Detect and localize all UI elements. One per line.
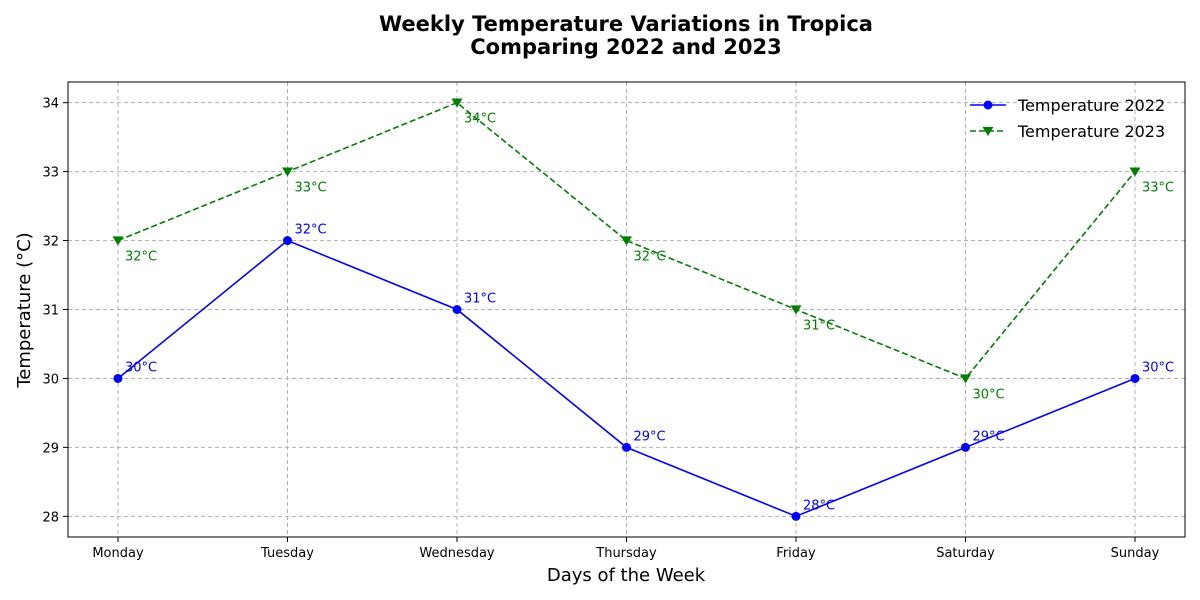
- data-label: 28°C: [803, 498, 835, 513]
- x-tick-label: Wednesday: [419, 546, 495, 561]
- data-labels: 30°C 32°C 31°C 29°C 28°C 29°C 30°C 32°C 33°C 34°C…: [125, 112, 1174, 514]
- data-point: [1130, 373, 1140, 383]
- legend-item: Temperature 2023: [970, 122, 1165, 141]
- y-tick-label: 34: [42, 97, 59, 112]
- legend-label: Temperature 2022: [1017, 96, 1165, 115]
- y-tick-label: 33: [42, 166, 59, 181]
- y-axis-label: Temperature (°C): [14, 232, 35, 388]
- y-tick-label: 31: [42, 304, 59, 319]
- series-1: [113, 236, 1140, 521]
- chart-subtitle: Comparing 2022 and 2023: [470, 35, 781, 59]
- data-point: [452, 305, 462, 314]
- data-point: [112, 236, 124, 246]
- data-label: 29°C: [973, 429, 1005, 444]
- x-tick-label: Thursday: [595, 546, 657, 561]
- legend-label: Temperature 2023: [1017, 122, 1165, 141]
- x-tick-label: Saturday: [936, 546, 995, 561]
- data-label: 31°C: [464, 292, 496, 307]
- legend: Temperature 2022 Temperature 2023: [970, 96, 1165, 141]
- series-2: [112, 98, 1141, 384]
- x-tick-label: Tuesday: [260, 546, 314, 561]
- y-tick-label: 30: [42, 372, 59, 387]
- data-label: 30°C: [973, 387, 1005, 402]
- y-tick-label: 29: [42, 441, 59, 456]
- data-point: [282, 167, 293, 177]
- data-label: 33°C: [295, 181, 327, 196]
- data-label: 29°C: [634, 429, 666, 444]
- data-point: [791, 511, 801, 521]
- plot-frame: [67, 81, 1186, 538]
- data-label: 31°C: [803, 319, 835, 334]
- data-point: [961, 442, 970, 452]
- x-tick-label: Monday: [92, 546, 144, 561]
- data-point: [451, 98, 463, 108]
- x-axis-label: Days of the Week: [547, 565, 706, 586]
- data-point: [1129, 167, 1141, 177]
- legend-marker: [982, 126, 994, 136]
- data-label: 32°C: [634, 250, 666, 265]
- grid: [68, 82, 1185, 537]
- data-point: [790, 305, 802, 315]
- data-point: [622, 442, 631, 452]
- legend-marker: [983, 100, 993, 110]
- data-label: 32°C: [125, 250, 157, 265]
- series-group: [112, 98, 1141, 521]
- axis-ticks: Monday Tuesday Wednesday Thursday Friday Satu…: [42, 97, 1159, 561]
- data-point: [621, 236, 632, 246]
- data-label: 33°C: [1142, 181, 1174, 196]
- legend-item: Temperature 2022: [970, 96, 1165, 115]
- data-label: 30°C: [125, 360, 157, 375]
- x-tick-label: Sunday: [1111, 546, 1160, 561]
- chart-title: Weekly Temperature Variations in Tropica: [379, 12, 873, 36]
- data-label: 34°C: [464, 112, 496, 127]
- data-point: [283, 236, 292, 246]
- y-tick-label: 32: [42, 235, 59, 250]
- data-label: 32°C: [295, 223, 327, 238]
- data-point: [113, 373, 123, 383]
- x-tick-label: Friday: [776, 546, 816, 561]
- data-point: [960, 374, 971, 384]
- data-label: 30°C: [1142, 360, 1174, 375]
- y-tick-label: 28: [42, 510, 59, 525]
